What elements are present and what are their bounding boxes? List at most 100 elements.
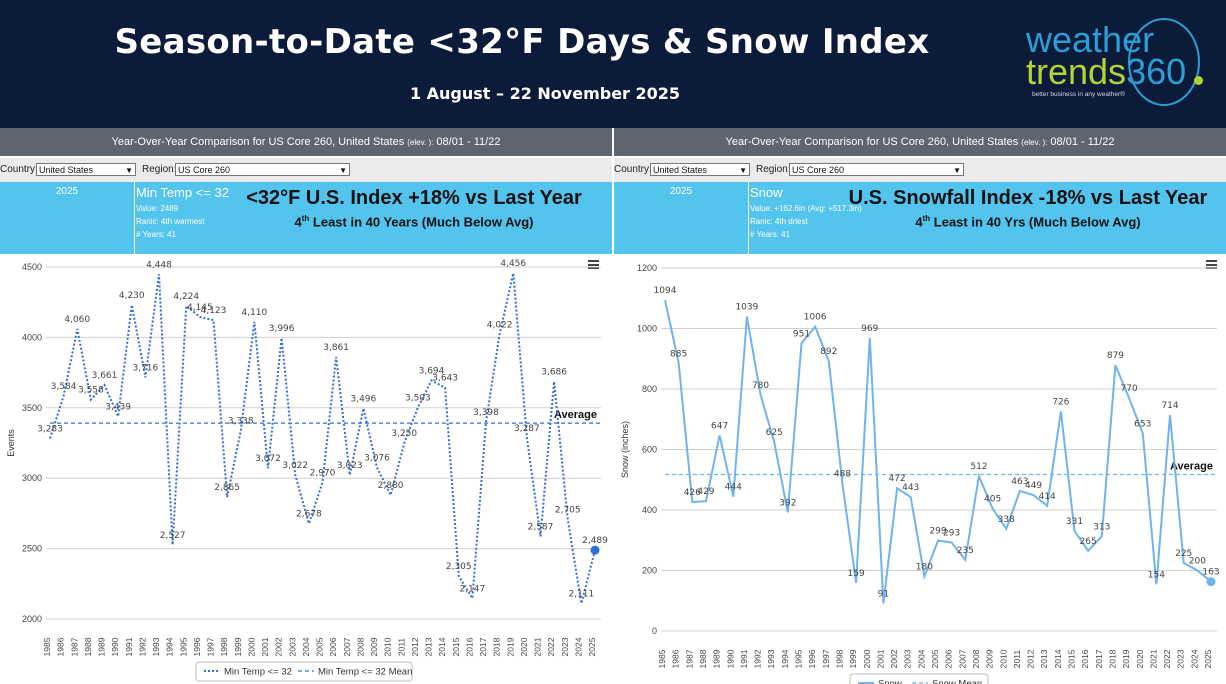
right-region-label: Region: [756, 164, 791, 175]
right-chart-data-label: 625 [766, 428, 783, 438]
right-chart-xtick-label: 2021 [1148, 649, 1158, 668]
left-chart-xtick-label: 2003 [287, 637, 297, 656]
left-chart-data-label: 2,705 [555, 506, 581, 516]
right-chart-data-label: 429 [697, 487, 714, 497]
left-chart-xtick-label: 2011 [396, 638, 406, 657]
right-chart-data-label: 313 [1093, 522, 1110, 532]
left-chart-data-label: 3,023 [337, 461, 363, 471]
right-chart-data-label: 653 [1134, 419, 1151, 429]
left-chart-xtick-label: 1988 [83, 637, 93, 656]
right-chart-data-label: 91 [878, 589, 889, 599]
right-chart-xtick-label: 2011 [1012, 650, 1022, 669]
left-chart-data-label: 3,439 [105, 402, 131, 412]
left-chart-xtick-label: 1985 [42, 637, 52, 656]
left-country-select[interactable]: United States ▼ [36, 163, 136, 176]
left-chart-data-label: 2,489 [582, 536, 608, 546]
right-sub-rank: 4 [915, 214, 923, 230]
right-chart-xtick-label: 2014 [1053, 649, 1063, 668]
right-chart-xtick-label: 2001 [875, 649, 885, 668]
band-divider [134, 182, 135, 254]
right-chart-data-label: 726 [1052, 397, 1069, 407]
left-chart-xtick-label: 2020 [519, 637, 529, 656]
right-chart-data-label: 472 [888, 474, 905, 484]
left-chart-xtick-label: 2006 [328, 637, 338, 656]
left-chart-data-label: 4,224 [173, 292, 199, 302]
right-chart-xtick-label: 2013 [1039, 649, 1049, 668]
left-chart-data-label: 3,072 [255, 454, 281, 464]
left-chart-xtick-label: 2021 [533, 637, 543, 656]
left-chart-xtick-label: 2010 [383, 637, 393, 656]
right-chart-data-label: 463 [1011, 477, 1028, 487]
right-chart-data-label: 414 [1039, 492, 1056, 502]
right-chart-xtick-label: 2023 [1176, 649, 1186, 668]
right-chart-data-label: 885 [670, 349, 687, 359]
right-chart-average-annotation: Average [1170, 461, 1213, 473]
right-chart-data-label: 1094 [654, 286, 677, 296]
weathertrends360-logo: weather trends360 better business in any… [1024, 18, 1214, 110]
left-chart-data-label: 3,716 [132, 363, 158, 373]
right-chart-data-label: 892 [820, 347, 837, 357]
right-chart-xtick-label: 2004 [916, 649, 926, 668]
left-chart-data-label: 4,060 [64, 315, 90, 325]
right-subheadline: 4th Least in 40 Yrs (Much Below Avg) [830, 214, 1226, 229]
right-chart-y-axis-title: Snow (inches) [620, 421, 630, 478]
right-band-rank: Ranic: 4th driest [750, 217, 808, 226]
left-chart-xtick-label: 2005 [315, 637, 325, 656]
left-chart-legend-box [195, 661, 413, 682]
left-chart-xtick-label: 2025 [587, 637, 597, 656]
right-chart-data-label: 444 [725, 483, 742, 493]
left-chart-data-label: 2,305 [446, 562, 472, 572]
right-title-text: Year-Over-Year Comparison for US Core 26… [725, 136, 1019, 148]
left-chart-data-label: 3,643 [432, 374, 458, 384]
right-chart-data-label: 338 [998, 515, 1015, 525]
left-chart-data-label: 3,022 [282, 461, 308, 471]
right-chart-xtick-label: 1998 [834, 649, 844, 668]
left-chart-data-label: 3,398 [473, 408, 499, 418]
left-chart-data-label: 3,496 [350, 394, 376, 404]
right-chart-data-label: 443 [902, 483, 919, 493]
right-sub-sup: th [922, 214, 931, 223]
left-chart-data-label: 3,694 [419, 366, 445, 376]
left-chart-xtick-label: 1990 [110, 637, 120, 656]
left-chart-xtick-label: 1986 [56, 637, 66, 656]
left-chart-data-label: 3,584 [51, 382, 77, 392]
left-chart-xtick-label: 1996 [192, 637, 202, 656]
left-region-select[interactable]: US Core 260 ▼ [175, 163, 350, 176]
left-country-label: Country: [0, 164, 38, 175]
left-chart-legend-series-label: Min Temp <= 32 [224, 667, 292, 678]
left-chart-xtick-label: 2002 [274, 637, 284, 656]
right-region-select[interactable]: US Core 260 ▼ [789, 163, 964, 176]
right-chart-xtick-label: 1996 [807, 649, 817, 668]
left-chart-xtick-label: 1991 [124, 637, 134, 656]
right-chart-data-label: 969 [861, 324, 878, 334]
logo-ring-icon [1128, 18, 1200, 106]
right-date-range: 08/01 - 11/22 [1050, 136, 1115, 148]
left-chart-xtick-label: 1993 [151, 637, 161, 656]
right-filter-bar: Country: United States ▼ Region: US Core … [614, 158, 1226, 182]
left-chart-data-label: 3,076 [364, 453, 390, 463]
left-chart-xtick-label: 2014 [437, 637, 447, 656]
left-chart-data-label: 2,880 [378, 481, 404, 491]
left-chart-menu-icon[interactable] [588, 260, 599, 269]
right-chart-xtick-label: 2019 [1121, 649, 1131, 668]
right-chart-data-label: 265 [1080, 537, 1097, 547]
right-country-select[interactable]: United States ▼ [650, 163, 750, 176]
right-chart-data-label: 426 [684, 488, 701, 498]
band-divider [748, 182, 749, 254]
right-chart-data-label: 299 [929, 527, 946, 537]
right-chart-data-label: 1006 [804, 313, 827, 323]
left-chart-xtick-label: 2018 [492, 637, 502, 656]
left-chart-xtick-label: 1999 [233, 637, 243, 656]
left-chart-xtick-label: 1987 [69, 637, 79, 656]
right-chart-xtick-label: 1993 [766, 649, 776, 668]
left-chart-xtick-label: 2007 [342, 637, 352, 656]
left-chart-xtick-label: 1995 [178, 637, 188, 656]
left-chart-ytick-label: 4500 [22, 262, 42, 272]
left-chart-data-label: 2,970 [310, 468, 336, 478]
logo-dot-icon [1194, 76, 1203, 85]
left-panel: Year-Over-Year Comparison for US Core 26… [0, 128, 612, 684]
right-region-value: US Core 260 [792, 165, 845, 175]
right-band-years: # Years: 41 [750, 230, 791, 239]
right-chart-xtick-label: 1991 [739, 649, 749, 668]
left-chart-ytick-label: 3000 [22, 473, 42, 483]
